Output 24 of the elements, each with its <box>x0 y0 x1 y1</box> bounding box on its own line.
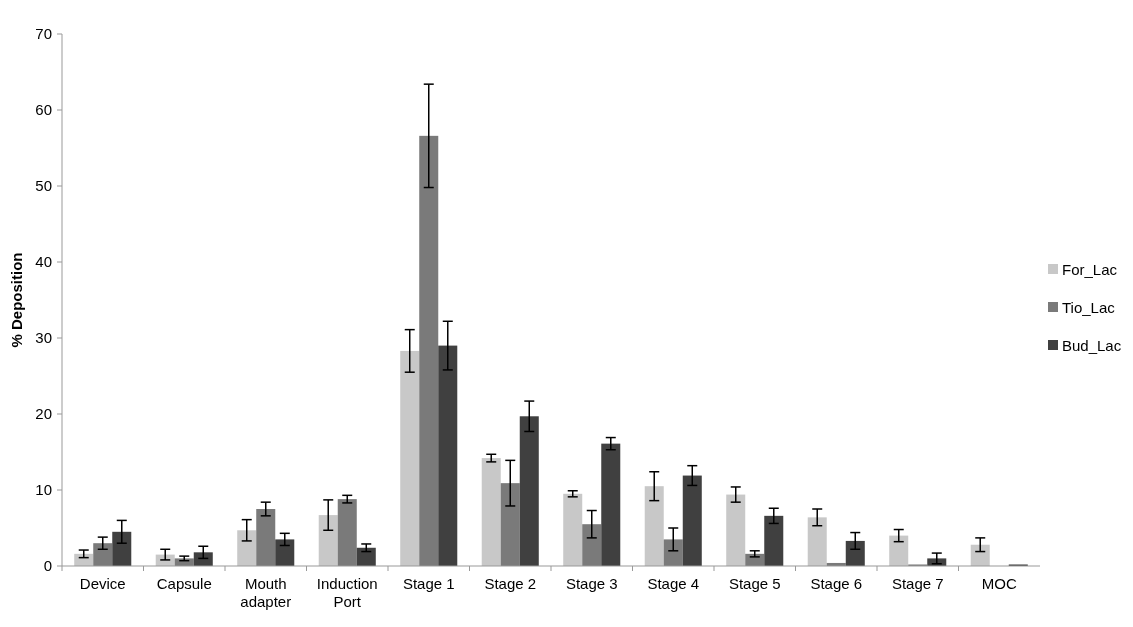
y-tick-label: 60 <box>35 101 52 119</box>
x-tick-label: Stage 4 <box>647 575 700 592</box>
y-tick-label: 40 <box>35 253 52 271</box>
x-tick-label: Stage 5 <box>728 575 781 592</box>
legend-label: Bud_Lac <box>1062 337 1122 355</box>
x-tick-label: Stage 7 <box>891 575 944 592</box>
y-tick-label: 70 <box>35 25 52 43</box>
y-tick-label: 10 <box>35 481 52 499</box>
x-tick-label: Induction Port <box>316 575 378 610</box>
x-tick-label: Stage 1 <box>402 575 455 592</box>
x-tick-label: Capsule <box>156 575 212 592</box>
x-tick-label: Mouth adapter <box>240 575 292 610</box>
legend-label: For_Lac <box>1062 261 1118 279</box>
y-tick-label: 50 <box>35 177 52 195</box>
y-axis-title: % Deposition <box>8 252 25 348</box>
y-tick-label: 20 <box>35 405 52 423</box>
x-tick-label: Stage 2 <box>484 575 537 592</box>
legend-label: Tio_Lac <box>1062 299 1116 317</box>
x-tick-label: Stage 6 <box>810 575 863 592</box>
y-tick-label: 0 <box>43 557 52 575</box>
x-tick-label: Stage 3 <box>565 575 618 592</box>
x-tick-label: Device <box>79 575 126 592</box>
x-tick-label: MOC <box>981 575 1017 592</box>
y-tick-label: 30 <box>35 329 52 347</box>
